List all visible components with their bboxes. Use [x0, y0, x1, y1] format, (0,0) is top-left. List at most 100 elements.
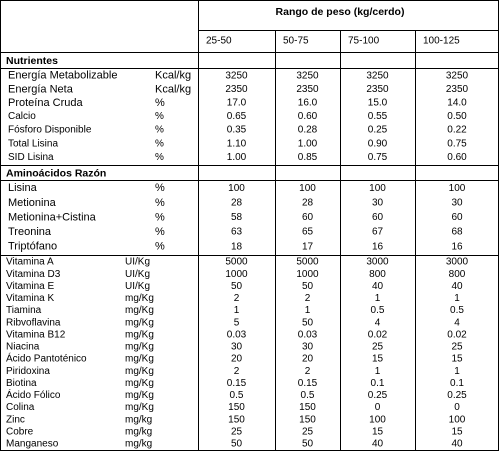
row-label: Cobre [6, 426, 34, 437]
cell-value: 100 [369, 183, 386, 194]
cell-value: 4 [454, 317, 460, 328]
row-label: Colina [6, 402, 35, 413]
column-header: 50-75 [283, 36, 309, 47]
cell-value: 100 [299, 183, 316, 194]
cell-value: 1000 [296, 269, 319, 280]
cell-value: 150 [299, 414, 316, 425]
cell-value: 0.75 [368, 152, 388, 163]
cell-value: 60 [451, 212, 463, 223]
cell-value: 0.02 [368, 329, 388, 340]
column-header: 75-100 [348, 36, 380, 47]
cell-value: 1000 [225, 269, 248, 280]
row-unit: mg/Kg [125, 329, 154, 340]
row-unit: % [155, 241, 165, 253]
row-label: Energía Metabolizable [8, 70, 117, 82]
row-unit: mg/Kg [125, 366, 154, 377]
cell-value: 60 [372, 212, 384, 223]
cell-value: 30 [451, 198, 463, 209]
cell-value: 30 [302, 342, 314, 353]
cell-value: 0.25 [368, 125, 388, 136]
cell-value: 2350 [225, 84, 248, 95]
column-header: 25-50 [206, 36, 232, 47]
row-unit: mg/Kg [125, 354, 154, 365]
cell-value: 0.15 [227, 378, 247, 389]
cell-value: 25 [302, 426, 314, 437]
cell-value: 3250 [366, 70, 389, 81]
row-unit: % [155, 182, 165, 194]
cell-value: 0.03 [227, 329, 247, 340]
cell-value: 67 [372, 227, 384, 238]
cell-value: 2 [305, 366, 311, 377]
row-unit: UI/Kg [125, 269, 150, 280]
cell-value: 40 [451, 439, 463, 450]
cell-value: 100 [449, 414, 466, 425]
cell-value: 150 [228, 414, 245, 425]
cell-value: 0.5 [230, 390, 244, 401]
row-label: Piridoxina [6, 366, 50, 377]
row-label: Lisina [8, 182, 38, 194]
row-unit: Kcal/kg [155, 70, 191, 82]
cell-value: 40 [451, 281, 463, 292]
cell-value: 0.1 [450, 378, 464, 389]
cell-value: 15 [451, 354, 463, 365]
row-label: Energía Neta [8, 83, 74, 95]
cell-value: 15 [372, 426, 384, 437]
cell-value: 0.85 [298, 152, 318, 163]
row-label: Vitamina A [6, 257, 54, 268]
cell-value: 800 [449, 269, 466, 280]
row-unit: mg/Kg [125, 378, 154, 389]
cell-value: 100 [449, 183, 466, 194]
cell-value: 15 [372, 354, 384, 365]
column-header: 100-125 [423, 36, 460, 47]
cell-value: 3250 [225, 70, 248, 81]
cell-value: 50 [231, 439, 243, 450]
row-unit: mg/Kg [125, 390, 154, 401]
cell-value: 2 [234, 366, 240, 377]
cell-value: 3250 [296, 70, 319, 81]
row-unit: % [155, 138, 164, 149]
row-unit: UI/Kg [125, 257, 150, 268]
cell-value: 0.60 [298, 111, 318, 122]
cell-value: 1 [454, 293, 460, 304]
cell-value: 1.00 [298, 138, 318, 149]
row-unit: % [155, 125, 164, 136]
cell-value: 0.1 [371, 378, 385, 389]
cell-value: 68 [451, 227, 463, 238]
cell-value: 28 [231, 198, 243, 209]
cell-value: 20 [231, 354, 243, 365]
cell-value: 0.75 [447, 138, 467, 149]
row-unit: mg/Kg [125, 402, 154, 413]
cell-value: 0.15 [298, 378, 318, 389]
cell-value: 2350 [446, 84, 469, 95]
row-label: Calcio [8, 111, 36, 122]
cell-value: 16 [372, 241, 384, 252]
cell-value: 0.02 [447, 329, 467, 340]
cell-value: 25 [372, 342, 384, 353]
cell-value: 0.60 [447, 152, 467, 163]
cell-value: 20 [302, 354, 314, 365]
cell-value: 4 [375, 317, 381, 328]
row-label: Total Lisina [8, 138, 58, 149]
cell-value: 1.00 [227, 152, 247, 163]
row-label: Metionina [8, 197, 57, 209]
cell-value: 2 [305, 293, 311, 304]
row-label: Vitamina B12 [6, 329, 66, 340]
cell-value: 15 [451, 426, 463, 437]
cell-value: 0.65 [227, 111, 247, 122]
cell-value: 16 [451, 241, 463, 252]
row-unit: mg/Kg [125, 293, 154, 304]
cell-value: 60 [302, 212, 314, 223]
row-unit: % [155, 197, 165, 209]
row-label: Ribvoflavina [6, 317, 61, 328]
cell-value: 1 [375, 366, 381, 377]
cell-value: 2 [234, 293, 240, 304]
row-unit: % [155, 97, 165, 109]
cell-value: 28 [302, 198, 314, 209]
cell-value: 0.5 [371, 305, 385, 316]
cell-value: 17 [302, 241, 314, 252]
cell-value: 0.25 [368, 390, 388, 401]
row-label: Ácido Fólico [6, 388, 61, 401]
row-label: Tiamina [6, 305, 42, 316]
